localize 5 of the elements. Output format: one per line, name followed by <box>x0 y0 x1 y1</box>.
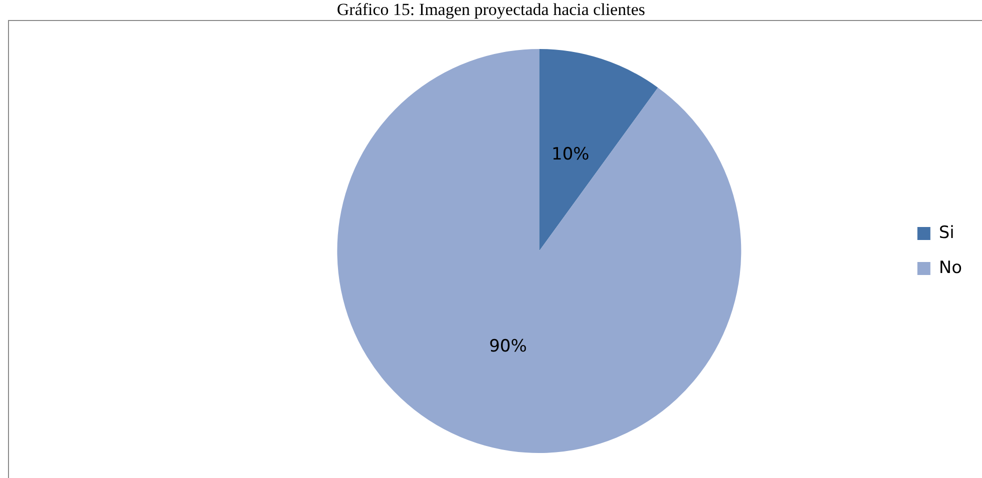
data-label: 90% <box>489 336 527 356</box>
legend-label: No <box>938 258 962 278</box>
legend-label: Si <box>938 222 954 243</box>
chart-title: Gráfico 15: Imagen proyectada hacia clientes <box>336 0 646 20</box>
data-label: 10% <box>552 144 590 164</box>
